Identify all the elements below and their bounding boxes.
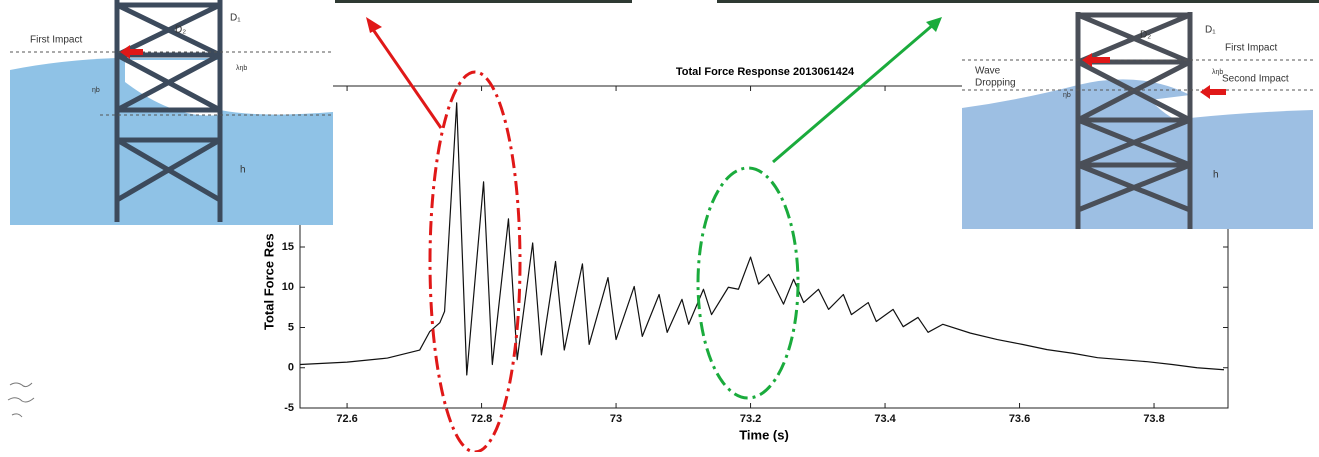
x-tick-label: 72.8 <box>471 413 492 425</box>
green-arrow <box>772 22 935 164</box>
label: h <box>1213 170 1219 181</box>
label: D₂ <box>1140 30 1151 41</box>
label: ληb <box>236 65 247 72</box>
water <box>10 58 117 225</box>
label: Dropping <box>975 78 1016 89</box>
x-tick-label: 73.4 <box>874 413 896 425</box>
right-diagram: First Impact Second Impact Wave Dropping… <box>962 10 1313 229</box>
x-tick-label: 72.6 <box>336 413 357 425</box>
left-diagram: First Impact D₂ D₁ ηb ληb h <box>10 0 333 225</box>
x-tick-label: 73.2 <box>740 413 761 425</box>
label: D₁ <box>230 13 241 24</box>
x-axis-label: Time (s) <box>739 427 789 442</box>
line-series <box>299 102 1225 376</box>
chart-title: Total Force Response 2013061424 <box>676 66 855 78</box>
photo-strip <box>717 0 1319 3</box>
label: D₂ <box>175 25 186 36</box>
y-tick-label: -5 <box>284 402 294 414</box>
photo-strip <box>335 0 632 3</box>
y-tick-label: 10 <box>282 281 294 293</box>
label: Wave <box>975 66 1001 77</box>
x-tick-label: 73.6 <box>1009 413 1030 425</box>
y-tick-label: 0 <box>288 362 294 374</box>
green-arrow-head <box>926 17 942 32</box>
water <box>220 110 333 225</box>
water <box>1190 110 1313 229</box>
label: h <box>240 165 246 176</box>
y-tick-label: 15 <box>282 241 294 253</box>
label: ληb <box>1212 69 1223 76</box>
label: First Impact <box>30 35 82 46</box>
highlights <box>366 17 942 454</box>
x-tick-label: 73.8 <box>1143 413 1164 425</box>
label: ηb <box>1063 92 1071 99</box>
x-tick-label: 73 <box>610 413 622 425</box>
y-tick-label: 5 <box>288 321 294 333</box>
label: D₁ <box>1205 25 1216 36</box>
red-arrow-head <box>366 17 382 33</box>
label: Second Impact <box>1222 74 1289 85</box>
y-axis-label: Total Force Res <box>261 233 276 330</box>
label: ηb <box>92 87 100 94</box>
second-impact-ellipse <box>696 166 800 400</box>
first-impact-ellipse <box>428 70 522 454</box>
label: First Impact <box>1225 43 1277 54</box>
scribble <box>7 382 35 418</box>
red-arrow <box>370 27 443 129</box>
